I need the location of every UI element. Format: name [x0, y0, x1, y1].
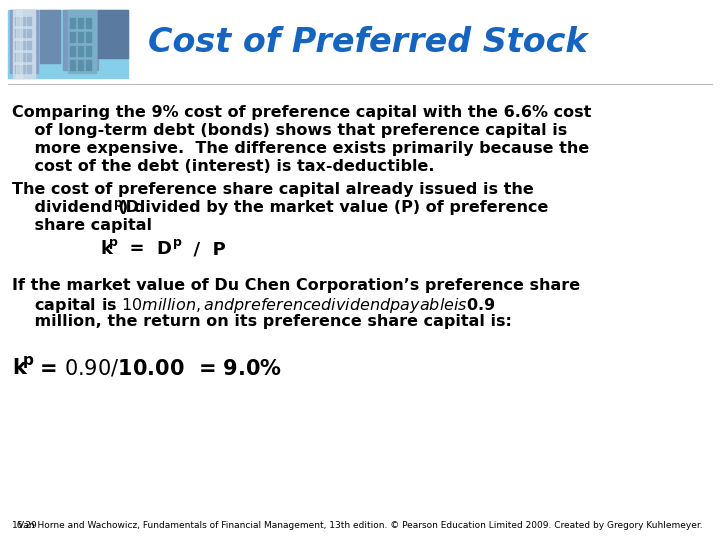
Text: 16.29: 16.29 [12, 521, 37, 530]
Bar [21, 41, 25, 49]
Text: Cost of Preferred Stock: Cost of Preferred Stock [148, 26, 588, 59]
Bar [27, 53, 31, 61]
Bar [27, 29, 31, 37]
Bar [86, 60, 91, 70]
Bar [70, 32, 75, 42]
Bar [70, 46, 75, 56]
Text: of long-term debt (bonds) shows that preference capital is: of long-term debt (bonds) shows that pre… [12, 123, 567, 138]
Text: capital is $10 million, and preference dividend payable is $0.9: capital is $10 million, and preference d… [12, 296, 495, 315]
Bar [13, 10, 35, 78]
Bar [15, 17, 19, 25]
Text: more expensive.  The difference exists primarily because the: more expensive. The difference exists pr… [12, 141, 589, 156]
Bar [21, 17, 25, 25]
Bar [86, 46, 91, 56]
Text: The cost of preference share capital already issued is the: The cost of preference share capital alr… [12, 182, 534, 197]
Text: share capital: share capital [12, 218, 152, 233]
Bar [15, 65, 19, 73]
Bar [16, 10, 22, 78]
Bar [70, 18, 75, 28]
Bar [40, 10, 60, 63]
Bar [15, 29, 19, 37]
Text: ) divided by the market value (P) of preference: ) divided by the market value (P) of pre… [121, 200, 549, 215]
Text: cost of the debt (interest) is tax-deductible.: cost of the debt (interest) is tax-deduc… [12, 159, 434, 174]
Text: dividend (D: dividend (D [12, 200, 139, 215]
Text: = $0.90/$10.00  = 9.0%: = $0.90/$10.00 = 9.0% [32, 358, 282, 379]
Text: p: p [23, 353, 34, 368]
Text: Comparing the 9% cost of preference capital with the 6.6% cost: Comparing the 9% cost of preference capi… [12, 105, 591, 120]
Bar [78, 60, 83, 70]
Text: If the market value of Du Chen Corporation’s preference share: If the market value of Du Chen Corporati… [12, 278, 580, 293]
Bar [98, 10, 128, 58]
Bar [63, 10, 98, 70]
Bar [78, 32, 83, 42]
Bar [70, 60, 75, 70]
Bar [15, 53, 19, 61]
Bar [21, 65, 25, 73]
Text: p: p [114, 197, 122, 210]
Bar [78, 46, 83, 56]
Bar [68, 10, 96, 73]
Bar [27, 65, 31, 73]
Bar [21, 29, 25, 37]
Text: k: k [100, 240, 112, 258]
Bar [10, 10, 38, 73]
Text: Van Horne and Wachowicz, Fundamentals of Financial Management, 13th edition. © P: Van Horne and Wachowicz, Fundamentals of… [18, 521, 702, 530]
Text: p: p [173, 236, 182, 249]
Bar [21, 53, 25, 61]
Bar [27, 41, 31, 49]
Bar [86, 32, 91, 42]
Bar [15, 41, 19, 49]
Text: p: p [109, 236, 118, 249]
Bar [86, 18, 91, 28]
Bar [8, 10, 128, 78]
Text: /  P: / P [181, 240, 226, 258]
Bar [27, 17, 31, 25]
Text: k: k [12, 358, 26, 378]
Text: =  D: = D [117, 240, 172, 258]
Text: million, the return on its preference share capital is:: million, the return on its preference sh… [12, 314, 512, 329]
Bar [78, 18, 83, 28]
